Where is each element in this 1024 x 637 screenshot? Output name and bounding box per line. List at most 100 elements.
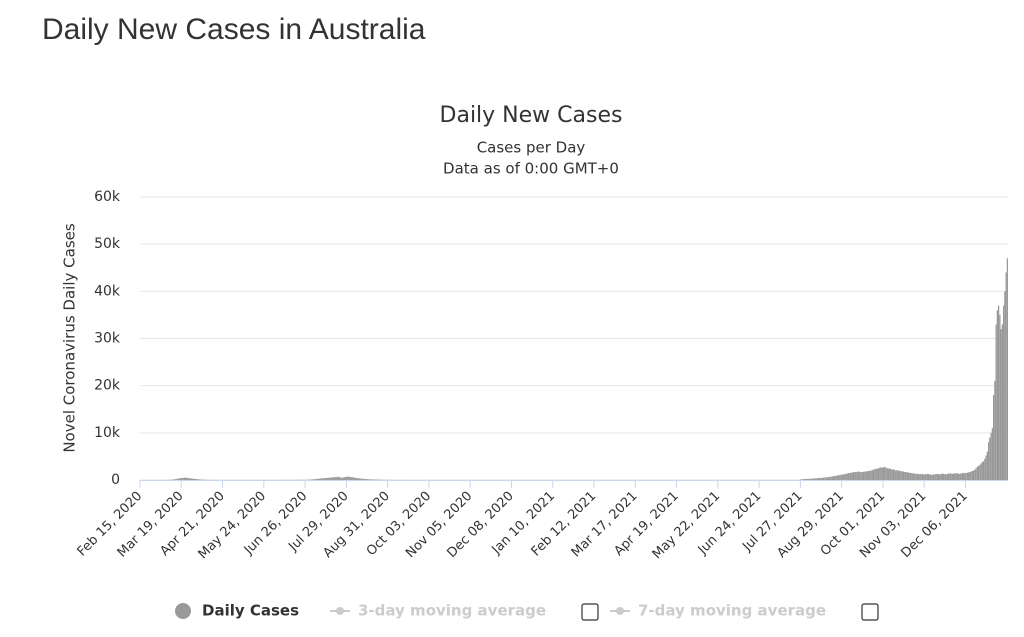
- bar: [887, 468, 890, 480]
- bar: [316, 478, 318, 480]
- bar: [919, 474, 921, 480]
- bar: [330, 477, 332, 480]
- bar: [989, 437, 991, 480]
- bar: [905, 471, 907, 480]
- bar: [185, 477, 187, 480]
- bar: [902, 471, 905, 480]
- bar: [942, 473, 945, 480]
- bar: [363, 478, 366, 480]
- bar: [850, 472, 852, 480]
- bar: [318, 478, 321, 480]
- bar: [312, 479, 314, 480]
- bar: [356, 478, 358, 480]
- bar: [811, 478, 813, 480]
- legend-label[interactable]: Daily Cases: [202, 602, 299, 620]
- bar: [941, 473, 943, 480]
- bar: [832, 476, 835, 480]
- bar: [373, 479, 376, 480]
- bar: [370, 479, 372, 480]
- legend-label[interactable]: 3-day moving average: [358, 602, 546, 620]
- y-tick-label: 0: [111, 472, 120, 488]
- bar: [362, 478, 364, 480]
- bar: [994, 380, 996, 480]
- bar: [1004, 291, 1006, 480]
- bar: [986, 451, 988, 480]
- bar: [343, 477, 346, 480]
- bar: [904, 471, 906, 480]
- bar: [849, 472, 851, 480]
- bar: [889, 468, 891, 480]
- bar: [814, 478, 816, 480]
- bar: [995, 324, 997, 480]
- bar: [352, 477, 354, 480]
- bar: [802, 479, 805, 480]
- bar: [182, 477, 184, 480]
- bar: [325, 478, 327, 480]
- bar: [859, 471, 861, 480]
- bar: [355, 477, 357, 480]
- bar: [871, 470, 873, 480]
- bar: [841, 474, 843, 480]
- bar: [916, 473, 918, 480]
- bar: [340, 477, 342, 480]
- bar: [854, 471, 856, 480]
- bar: [957, 473, 960, 480]
- page-title: Daily New Cases in Australia: [42, 13, 426, 46]
- bar: [979, 464, 981, 480]
- bar: [975, 468, 977, 480]
- bar: [837, 475, 840, 480]
- bar: [191, 478, 193, 480]
- bar: [890, 469, 892, 480]
- bar: [996, 310, 998, 480]
- bar: [177, 478, 179, 480]
- bar: [831, 476, 833, 480]
- bar: [855, 471, 857, 480]
- bar: [917, 473, 920, 480]
- bar: [987, 442, 990, 480]
- bar: [886, 468, 888, 480]
- legend-symbol: [336, 607, 344, 615]
- legend-symbol: [616, 607, 624, 615]
- legend-label[interactable]: 7-day moving average: [638, 602, 826, 620]
- bar: [342, 477, 344, 480]
- bar: [338, 477, 341, 480]
- y-tick-label: 60k: [94, 189, 121, 205]
- bar: [320, 478, 322, 480]
- bar: [926, 473, 928, 480]
- bar: [350, 476, 352, 480]
- bar: [874, 469, 876, 480]
- bar: [861, 471, 863, 480]
- bar: [955, 473, 957, 480]
- bar: [959, 473, 961, 480]
- checkbox[interactable]: [581, 603, 599, 621]
- bar: [872, 469, 875, 480]
- bar: [196, 479, 198, 480]
- bar: [846, 473, 848, 480]
- bar: [880, 467, 882, 480]
- bar: [915, 473, 917, 480]
- bar: [345, 476, 347, 480]
- bar: [365, 479, 367, 480]
- bar: [337, 476, 339, 480]
- bar: [804, 479, 806, 480]
- bar: [974, 469, 976, 480]
- bar: [840, 474, 842, 480]
- bar: [937, 474, 940, 480]
- checkbox[interactable]: [861, 603, 879, 621]
- bar: [920, 474, 922, 480]
- bar: [198, 479, 201, 480]
- bar: [951, 473, 953, 480]
- bar: [925, 474, 927, 480]
- bar: [347, 476, 349, 480]
- bar: [912, 473, 915, 480]
- bar: [372, 479, 374, 480]
- bar: [341, 477, 343, 480]
- bar: [960, 473, 962, 480]
- bar: [326, 477, 328, 480]
- bar: [972, 470, 975, 480]
- bar: [929, 474, 931, 480]
- bar: [921, 473, 923, 480]
- bar: [907, 472, 910, 480]
